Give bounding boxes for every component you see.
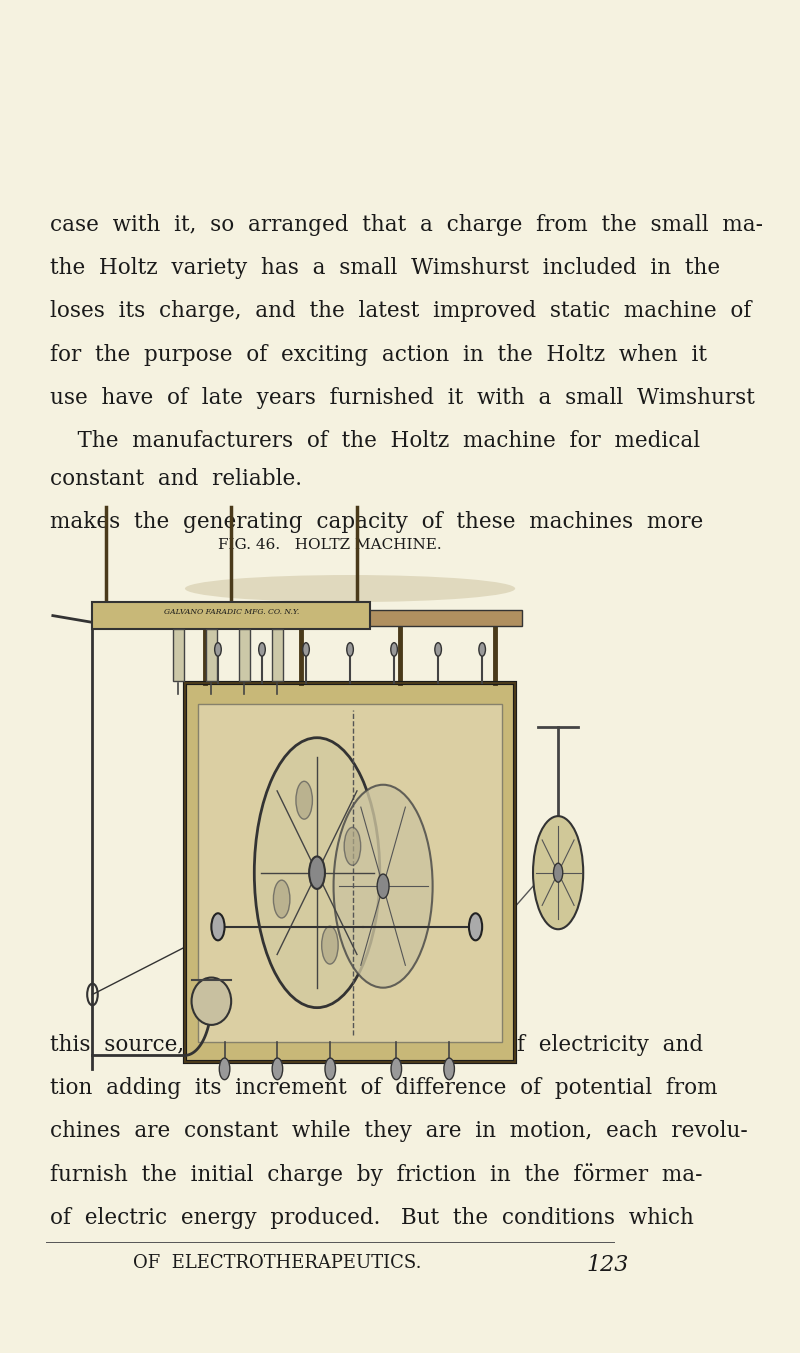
Ellipse shape (322, 927, 338, 965)
Circle shape (211, 913, 225, 940)
Bar (239, 629, 250, 681)
Circle shape (309, 856, 325, 889)
Text: makes  the  generating  capacity  of  these  machines  more: makes the generating capacity of these m… (50, 511, 702, 533)
Text: loses  its  charge,  and  the  latest  improved  static  machine  of: loses its charge, and the latest improve… (50, 300, 751, 322)
Bar (272, 629, 282, 681)
Bar (173, 629, 184, 681)
Circle shape (554, 863, 562, 882)
Ellipse shape (191, 977, 231, 1026)
Text: tion  adding  its  increment  of  difference  of  potential  from: tion adding its increment of difference … (50, 1077, 717, 1099)
Bar (185, 683, 515, 1062)
Text: 123: 123 (586, 1254, 629, 1276)
Text: GALVANO FARADIC MFG. CO. N.Y.: GALVANO FARADIC MFG. CO. N.Y. (163, 607, 298, 616)
Text: for  the  purpose  of  exciting  action  in  the  Holtz  when  it: for the purpose of exciting action in th… (50, 344, 706, 365)
Circle shape (479, 643, 486, 656)
Text: the  Holtz  variety  has  a  small  Wimshurst  included  in  the: the Holtz variety has a small Wimshurst … (50, 257, 720, 279)
Text: furnish  the  initial  charge  by  friction  in  the  förmer  ma-: furnish the initial charge by friction i… (50, 1164, 702, 1187)
Bar (185, 683, 515, 1062)
Bar (198, 704, 502, 1042)
Text: OF  ELECTROTHERAPEUTICS.: OF ELECTROTHERAPEUTICS. (133, 1254, 422, 1272)
Circle shape (258, 643, 266, 656)
Text: case  with  it,  so  arranged  that  a  charge  from  the  small  ma-: case with it, so arranged that a charge … (50, 214, 762, 235)
Circle shape (444, 1058, 454, 1080)
Ellipse shape (274, 879, 290, 917)
Circle shape (272, 1058, 282, 1080)
Text: FIG. 46.   HOLTZ MACHINE.: FIG. 46. HOLTZ MACHINE. (218, 538, 442, 552)
Ellipse shape (344, 828, 361, 866)
Ellipse shape (533, 816, 583, 930)
Circle shape (219, 1058, 230, 1080)
Circle shape (469, 913, 482, 940)
Text: of  electric  energy  produced.   But  the  conditions  which: of electric energy produced. But the con… (50, 1207, 694, 1229)
Text: The  manufacturers  of  the  Holtz  machine  for  medical: The manufacturers of the Holtz machine f… (50, 430, 700, 452)
Ellipse shape (185, 575, 515, 602)
Circle shape (391, 1058, 402, 1080)
Text: use  have  of  late  years  furnished  it  with  a  small  Wimshurst: use have of late years furnished it with… (50, 387, 754, 409)
Text: constant  and  reliable.: constant and reliable. (50, 468, 302, 490)
Circle shape (325, 1058, 335, 1080)
Ellipse shape (254, 737, 380, 1008)
Circle shape (302, 643, 310, 656)
Bar (93, 602, 370, 629)
Ellipse shape (296, 781, 313, 819)
Text: chines  are  constant  while  they  are  in  motion,  each  revolu-: chines are constant while they are in mo… (50, 1120, 747, 1142)
Bar (178, 610, 522, 626)
Text: this  source,  which  renews  the  supply  of  electricity  and: this source, which renews the supply of … (50, 1034, 702, 1055)
Bar (185, 683, 515, 1062)
Circle shape (390, 643, 398, 656)
Circle shape (346, 643, 354, 656)
Ellipse shape (334, 785, 433, 988)
Circle shape (214, 643, 222, 656)
Circle shape (377, 874, 389, 898)
Bar (206, 629, 217, 681)
Circle shape (435, 643, 442, 656)
